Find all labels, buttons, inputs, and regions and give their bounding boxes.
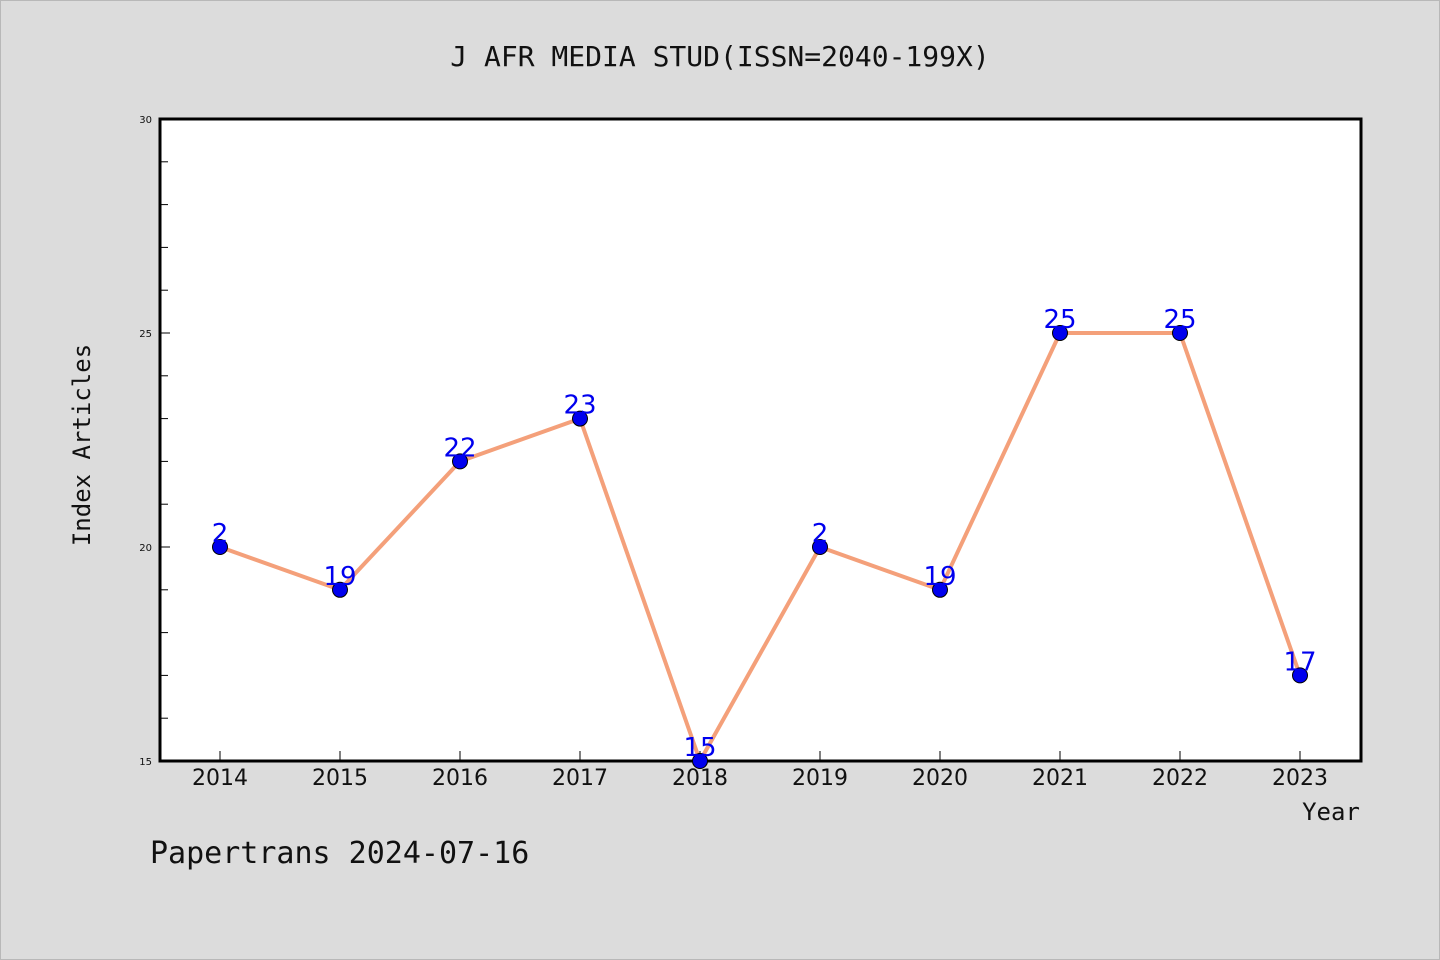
data-label: 23 — [563, 391, 596, 421]
data-label: 25 — [1163, 305, 1196, 335]
y-tick-label: 25 — [139, 329, 152, 340]
x-tick-label: 2019 — [792, 766, 848, 791]
data-point — [812, 539, 828, 555]
y-tick-label: 15 — [139, 757, 152, 768]
x-tick-label: 2023 — [1272, 766, 1328, 791]
series-line — [219, 331, 1302, 763]
marker-group — [212, 325, 1308, 769]
data-point — [212, 539, 228, 555]
y-axis-label: Index Articles — [68, 344, 96, 546]
x-tick-label: 2017 — [552, 766, 608, 791]
series-line-group — [219, 331, 1302, 763]
data-point — [1052, 325, 1068, 341]
data-label: 19 — [323, 562, 356, 592]
y-axis: 15 20 25 30 — [139, 115, 170, 768]
x-tick-label: 2014 — [192, 766, 248, 791]
data-point — [452, 453, 468, 470]
x-tick-label: 2015 — [312, 766, 368, 791]
y-tick-label: 30 — [139, 115, 152, 126]
data-point — [692, 753, 708, 769]
data-point — [1172, 325, 1188, 341]
data-point — [332, 581, 348, 598]
chart-title: J AFR MEDIA STUD(ISSN=2040-199X) — [450, 40, 989, 73]
data-point — [932, 581, 948, 598]
x-tick-label: 2018 — [672, 766, 728, 791]
footer-text: Papertrans 2024-07-16 — [150, 836, 529, 871]
data-label: 2 — [812, 519, 829, 549]
x-tick-label: 2016 — [432, 766, 488, 791]
data-label: 2 — [212, 519, 229, 549]
data-label: 15 — [683, 733, 716, 763]
data-label: 25 — [1043, 305, 1076, 335]
data-label: 17 — [1283, 647, 1316, 677]
data-point — [1292, 667, 1308, 684]
x-axis: 2014 2015 2016 2017 2018 2019 2020 2021 2022 2023 — [192, 751, 1328, 791]
x-tick-label: 2021 — [1032, 766, 1088, 791]
data-label: 22 — [443, 433, 476, 463]
data-label-group: 2 19 22 23 15 2 19 25 25 17 — [212, 305, 1317, 763]
data-point — [572, 410, 588, 427]
x-tick-label: 2020 — [912, 766, 968, 791]
x-tick-label: 2022 — [1152, 766, 1208, 791]
data-label: 19 — [923, 562, 956, 592]
y-tick-label: 20 — [139, 543, 152, 554]
x-axis-label: Year — [1302, 798, 1360, 826]
plot-area — [158, 117, 1363, 763]
